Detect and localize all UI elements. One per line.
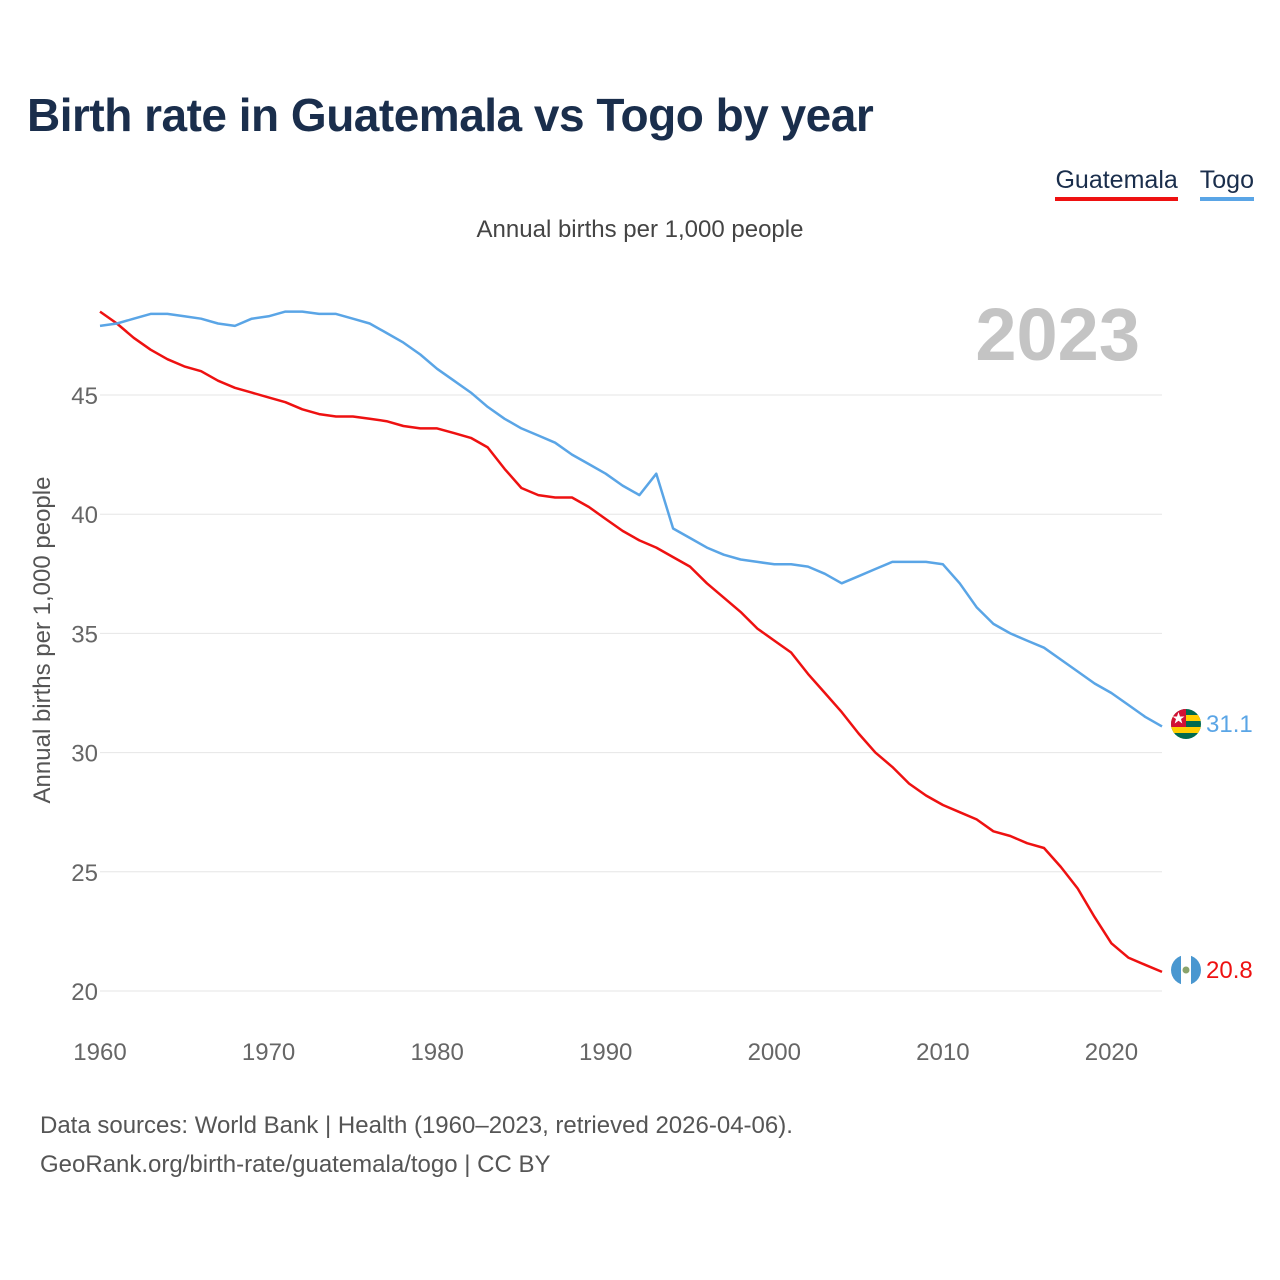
chart-title: Birth rate in Guatemala vs Togo by year <box>27 89 874 141</box>
y-tick-label: 45 <box>71 383 98 410</box>
guatemala-flag-icon <box>1171 955 1201 985</box>
y-tick-label: 30 <box>71 741 98 768</box>
togo-flag-icon <box>1171 709 1201 739</box>
x-tick-label: 1960 <box>73 1039 126 1066</box>
footer: Data sources: World Bank | Health (1960–… <box>40 1106 793 1184</box>
y-axis-ticks: 20 25 30 35 40 45 <box>71 383 98 1006</box>
legend: Guatemala Togo <box>1055 166 1254 201</box>
series-line-guatemala[interactable] <box>99 310 1163 974</box>
footer-sources: Data sources: World Bank | Health (1960–… <box>40 1112 793 1139</box>
x-tick-label: 2000 <box>748 1039 801 1066</box>
x-tick-label: 1970 <box>242 1039 295 1066</box>
x-axis-ticks: 1960 1970 1980 1990 2000 2010 2020 <box>73 1039 1138 1066</box>
chart-subtitle: Annual births per 1,000 people <box>476 216 804 243</box>
grid <box>100 394 1162 992</box>
end-labels: 31.1 20.8 <box>1206 711 1253 984</box>
series-group <box>99 310 1163 974</box>
y-tick-label: 20 <box>71 979 98 1006</box>
end-markers <box>1171 709 1201 985</box>
series-line-togo[interactable] <box>99 310 1163 728</box>
x-tick-label: 2020 <box>1085 1039 1138 1066</box>
x-tick-label: 1980 <box>410 1039 463 1066</box>
x-tick-label: 1990 <box>579 1039 632 1066</box>
footer-link[interactable]: GeoRank.org/birth-rate/guatemala/togo | … <box>40 1151 551 1178</box>
guatemala-end-label: 20.8 <box>1206 957 1253 984</box>
y-axis-label: Annual births per 1,000 people <box>29 477 56 804</box>
legend-item-togo[interactable]: Togo <box>1199 166 1254 201</box>
togo-end-label: 31.1 <box>1206 711 1253 738</box>
year-watermark: 2023 <box>975 293 1140 376</box>
x-tick-label: 2010 <box>916 1039 969 1066</box>
legend-item-guatemala[interactable]: Guatemala <box>1055 166 1178 201</box>
y-tick-label: 35 <box>71 621 98 648</box>
y-tick-label: 25 <box>71 860 98 887</box>
y-tick-label: 40 <box>71 502 98 529</box>
